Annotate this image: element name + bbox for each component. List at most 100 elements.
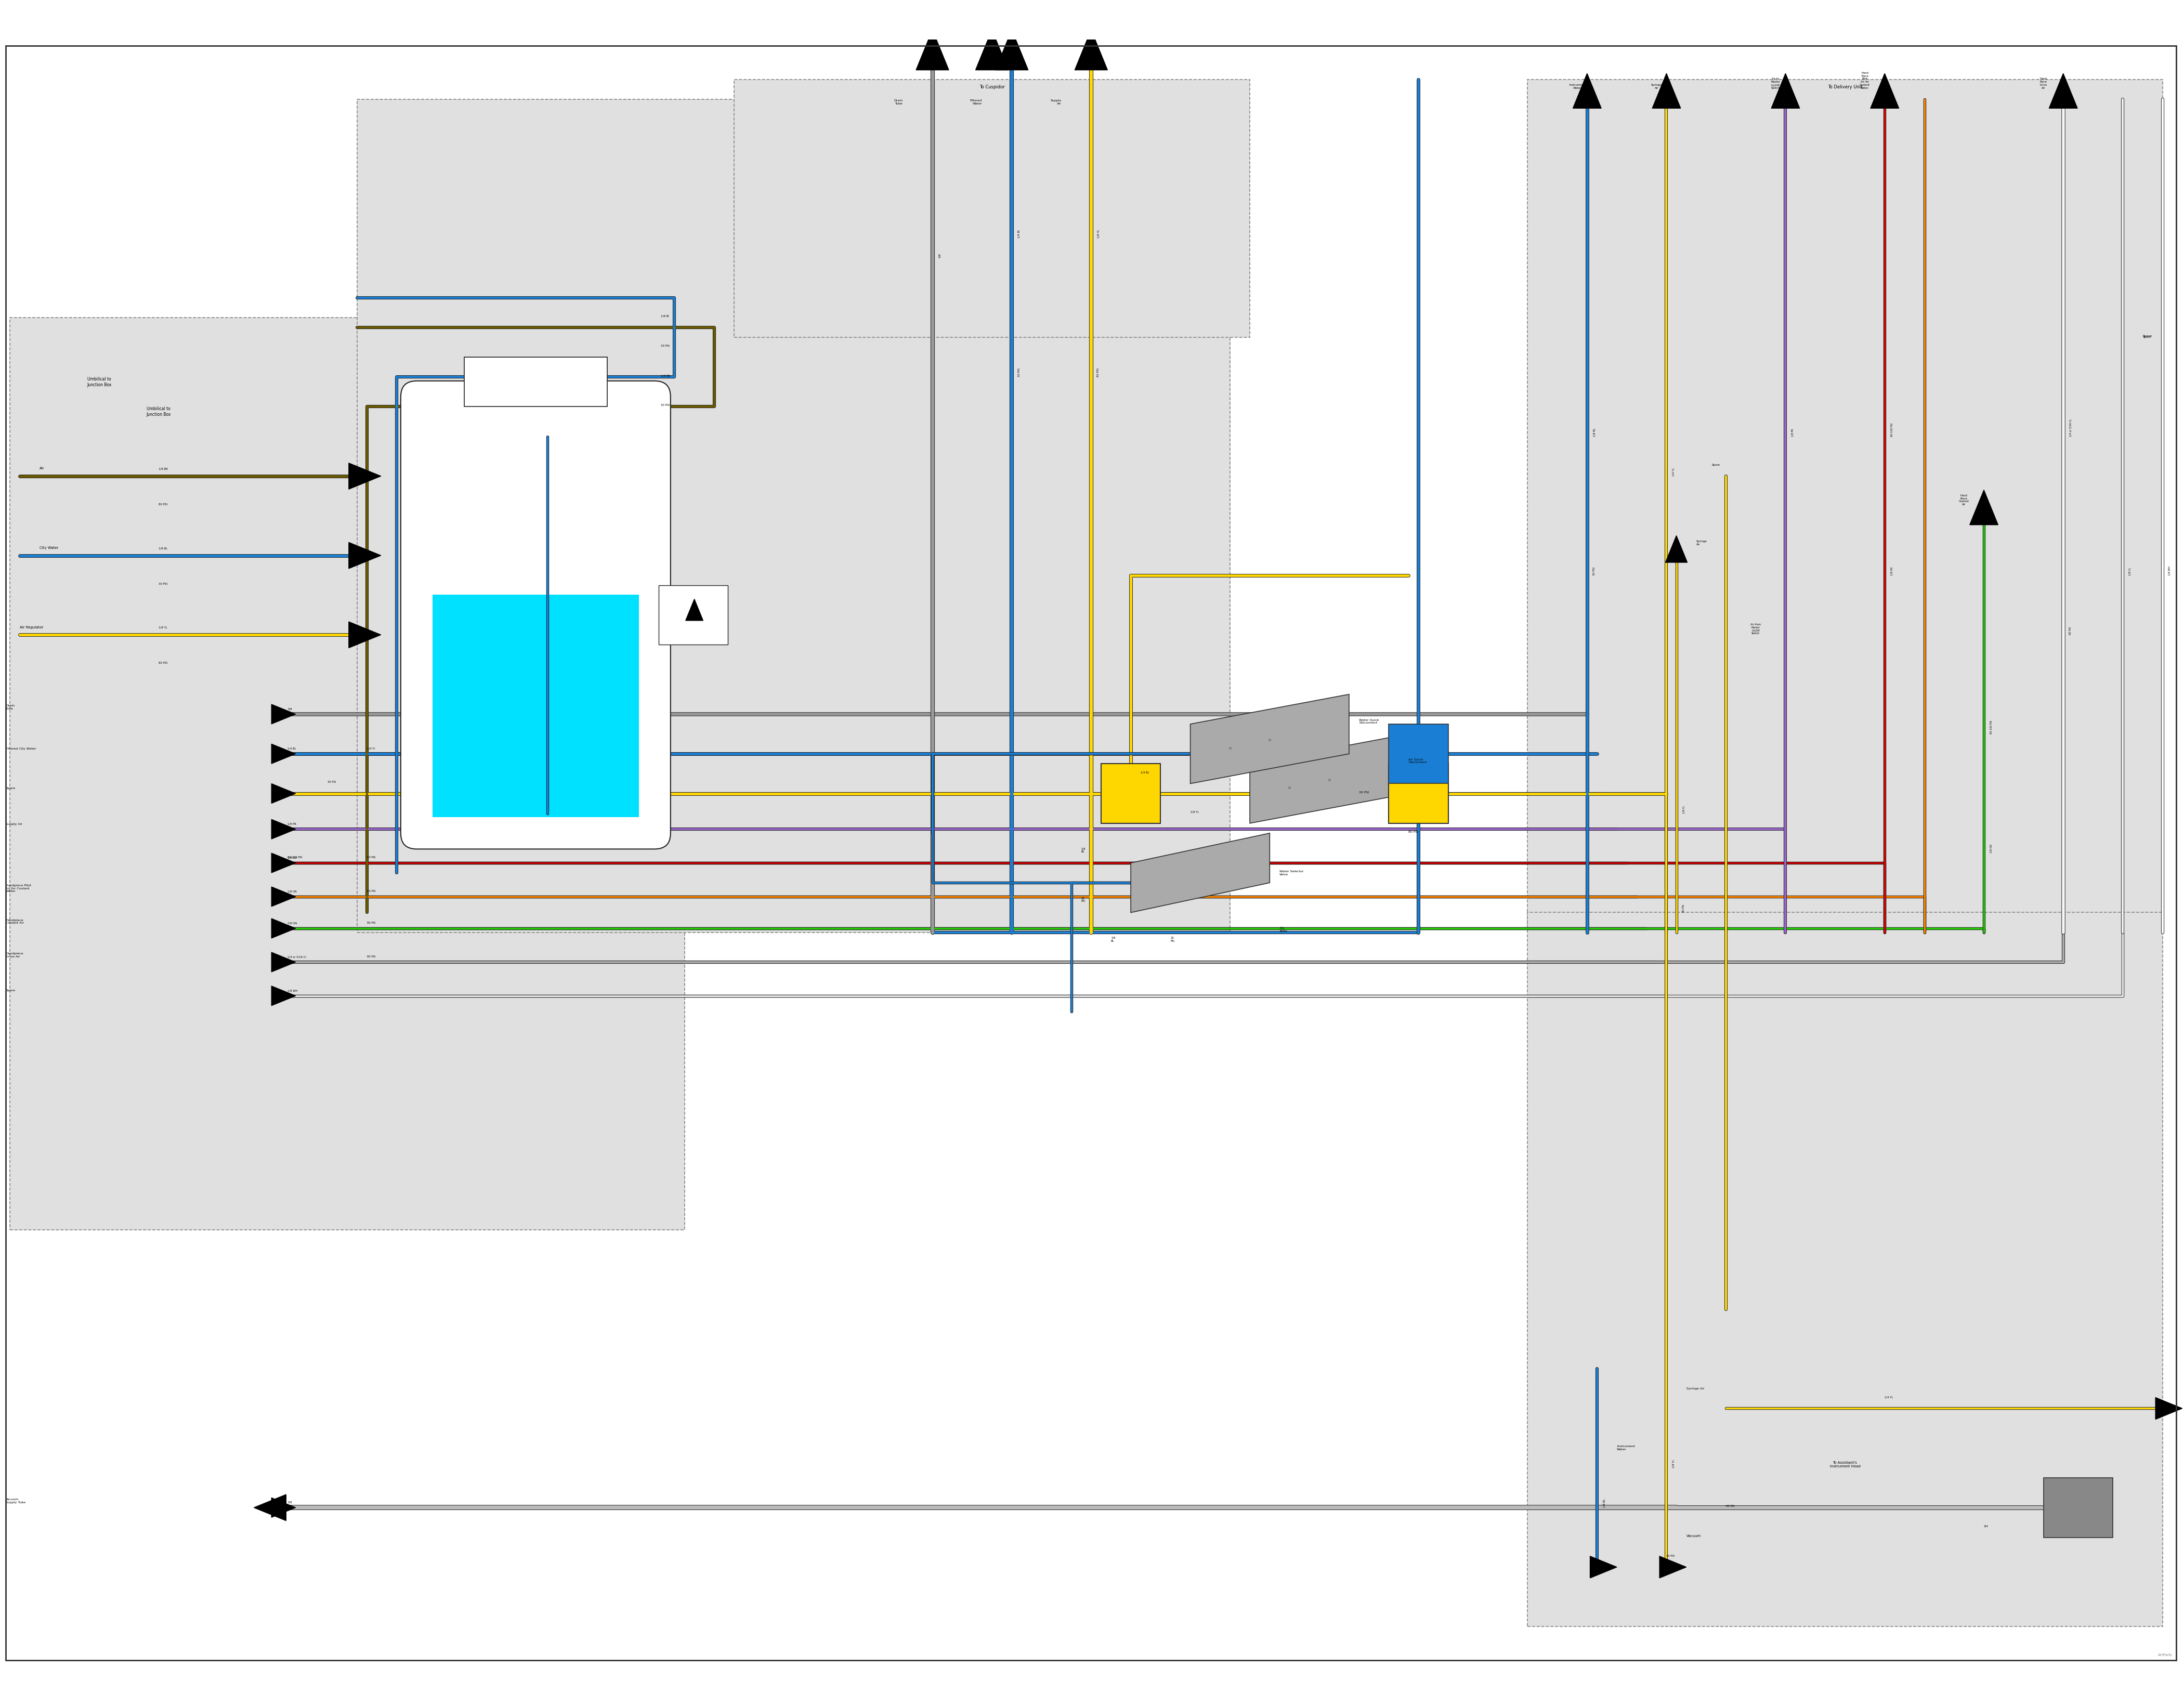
Text: 80-100 PSI: 80-100 PSI	[1990, 720, 1992, 734]
Text: Drain
Tube: Drain Tube	[7, 705, 15, 710]
Polygon shape	[1653, 73, 1682, 107]
Polygon shape	[271, 705, 295, 723]
Text: Handpiece Pilot
Air for Coolant
Water: Handpiece Pilot Air for Coolant Water	[7, 884, 31, 892]
Text: 30 PSI: 30 PSI	[1592, 566, 1597, 575]
Polygon shape	[271, 783, 295, 804]
Text: 1/8 PR: 1/8 PR	[1791, 428, 1793, 437]
Text: To Cuspidor: To Cuspidor	[978, 85, 1005, 89]
Polygon shape	[1075, 29, 1107, 70]
Text: Air from
Master
On/Off
Switch: Air from Master On/Off Switch	[1752, 623, 1760, 635]
Bar	[2044, 1477, 2112, 1537]
Text: To Delivery Unit: To Delivery Unit	[1828, 85, 1863, 89]
Polygon shape	[271, 819, 295, 839]
Polygon shape	[915, 29, 948, 70]
Text: 30 PSI: 30 PSI	[660, 404, 670, 406]
Bar	[1527, 913, 2162, 1626]
Text: Filtered City Water: Filtered City Water	[7, 747, 37, 751]
Text: 80 PSI: 80 PSI	[367, 955, 376, 959]
Text: Handpiece
Drive Air: Handpiece Drive Air	[7, 952, 24, 959]
Text: 1/8 YL: 1/8 YL	[1682, 805, 1684, 814]
Polygon shape	[1870, 73, 1898, 107]
Polygon shape	[1249, 734, 1409, 824]
Text: Syringe
Air: Syringe Air	[1697, 539, 1708, 546]
Text: 1/4 BL: 1/4 BL	[1140, 771, 1149, 773]
Polygon shape	[996, 29, 1029, 70]
Polygon shape	[271, 918, 295, 938]
Text: Water Selector
Valve: Water Selector Valve	[1280, 870, 1304, 875]
FancyBboxPatch shape	[400, 380, 670, 850]
Text: 30 PSI: 30 PSI	[660, 345, 670, 348]
Text: Air: Air	[39, 467, 44, 471]
Text: 1/8 CL: 1/8 CL	[2129, 566, 2132, 575]
Bar	[1389, 764, 1448, 824]
Text: Supply Air: Supply Air	[7, 822, 22, 826]
Bar	[1527, 80, 2162, 933]
Text: 1/4 YL: 1/4 YL	[1673, 467, 1675, 476]
Text: Umbilical to
Junction Box: Umbilical to Junction Box	[87, 377, 111, 387]
Text: Supply
Air: Supply Air	[1051, 99, 1061, 104]
Text: 1/8 RD: 1/8 RD	[288, 856, 297, 858]
Text: Spare: Spare	[7, 989, 15, 991]
Text: 80 PSI: 80 PSI	[367, 921, 376, 925]
Text: 1/8 OR: 1/8 OR	[1891, 566, 1894, 575]
Text: Instrument
Water: Instrument Water	[1616, 1445, 1636, 1450]
Text: Hand
Piece
Pilot
Air for
Coolant
Water: Hand Piece Pilot Air for Coolant Water	[1859, 72, 1870, 89]
Polygon shape	[1190, 694, 1350, 783]
Text: Water Quick
Disconnect: Water Quick Disconnect	[1358, 718, 1378, 723]
Text: City
Bottle: City Bottle	[1280, 926, 1286, 933]
Polygon shape	[349, 621, 380, 648]
Polygon shape	[349, 462, 380, 490]
Polygon shape	[686, 599, 703, 621]
Text: Syringe Air: Syringe Air	[1686, 1387, 1704, 1390]
Text: Vacuum
Supply Tube: Vacuum Supply Tube	[7, 1498, 26, 1503]
Text: 1/8 OR: 1/8 OR	[288, 891, 297, 892]
Text: 1/8 BL: 1/8 BL	[1603, 1500, 1605, 1508]
Text: 80-100 PSI: 80-100 PSI	[1891, 423, 1894, 437]
Polygon shape	[1970, 490, 1998, 525]
Polygon shape	[1572, 73, 1601, 107]
Text: Syringe
Air: Syringe Air	[1651, 84, 1662, 89]
Polygon shape	[253, 1494, 286, 1520]
Bar	[11, 317, 684, 1230]
Polygon shape	[2049, 73, 2077, 107]
Text: 1/8 YL: 1/8 YL	[1190, 810, 1199, 814]
Text: 30
PSI: 30 PSI	[1171, 937, 1175, 942]
Polygon shape	[271, 1498, 295, 1517]
Text: 1/8 GN: 1/8 GN	[1990, 844, 1992, 853]
Polygon shape	[271, 952, 295, 972]
Text: Instrument
Water: Instrument Water	[1570, 84, 1586, 89]
Text: 1/4 Bl: 1/4 Bl	[1018, 230, 1020, 239]
Text: 30 PSI: 30 PSI	[1358, 792, 1369, 793]
Text: 80-100 PSI: 80-100 PSI	[288, 856, 301, 858]
Text: 1/8 YL: 1/8 YL	[159, 626, 168, 630]
Text: 1/8 WH: 1/8 WH	[2169, 566, 2171, 575]
Text: Handpiece
Coolant Air: Handpiece Coolant Air	[7, 920, 24, 925]
Text: To Assistant's
Instrument Head: To Assistant's Instrument Head	[1830, 1460, 1861, 1467]
Bar	[660, 585, 727, 645]
Bar	[432, 595, 638, 817]
Text: Spare: Spare	[2143, 334, 2151, 338]
Text: 1/4 Yl: 1/4 Yl	[367, 747, 376, 751]
Text: 80 PSI: 80 PSI	[2068, 626, 2073, 635]
Text: 1/8 PR: 1/8 PR	[288, 822, 297, 826]
Polygon shape	[1666, 536, 1688, 563]
Bar	[734, 80, 1249, 338]
Text: 5/8: 5/8	[288, 708, 293, 710]
Text: City Water: City Water	[39, 546, 59, 549]
Text: 30 PSI: 30 PSI	[1666, 1554, 1675, 1558]
Text: Air to
Master
On/Off
Switch: Air to Master On/Off Switch	[1771, 78, 1780, 89]
Bar	[465, 357, 607, 406]
Text: 80 PSI: 80 PSI	[1682, 904, 1684, 913]
Text: Spare: Spare	[7, 786, 15, 790]
Text: 3/4: 3/4	[1983, 1525, 1987, 1527]
Text: 1/8 YL: 1/8 YL	[1096, 229, 1101, 239]
Text: 1/4 YL: 1/4 YL	[1885, 1396, 1894, 1399]
Text: Vacuum: Vacuum	[1686, 1534, 1701, 1537]
Text: 80 PSI: 80 PSI	[159, 503, 168, 507]
Text: 5/8: 5/8	[288, 1501, 293, 1503]
Polygon shape	[271, 887, 295, 906]
Polygon shape	[1660, 1556, 1686, 1578]
Text: 80 PSI: 80 PSI	[367, 856, 376, 858]
Text: 30 PSI: 30 PSI	[159, 583, 168, 585]
Text: 30 PSI: 30 PSI	[1018, 368, 1020, 377]
